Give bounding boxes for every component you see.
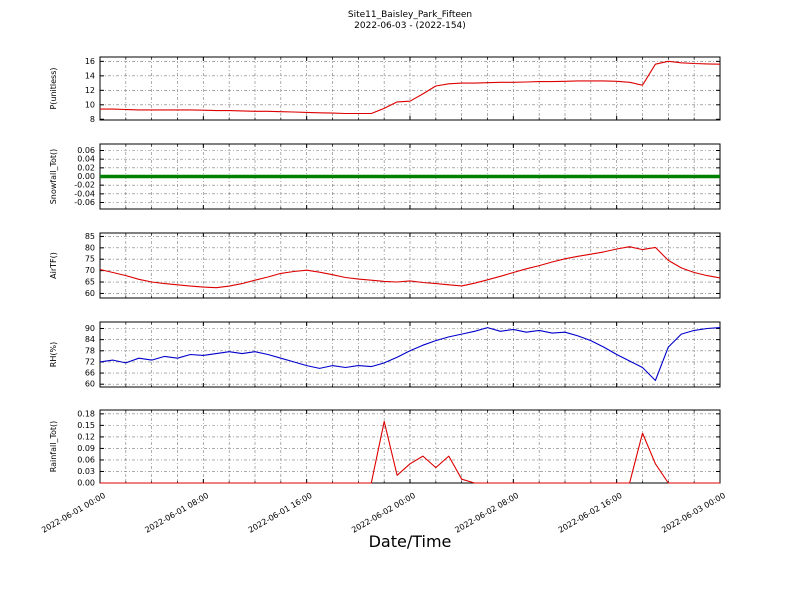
y-tick-label: 0.06 — [77, 146, 95, 155]
figure-subtitle: 2022-06-03 - (2022-154) — [354, 21, 466, 31]
subplot-airtf-ylabel: AirTF() — [49, 252, 58, 279]
x-tick-label: 2022-06-02 08:00 — [453, 491, 520, 535]
subplot-rh-ylabel: RH(%) — [49, 342, 58, 367]
y-tick-label: 70 — [85, 266, 95, 275]
subplot-rainfall-tot-line — [100, 420, 720, 484]
subplot-rainfall-tot: 0.00 0.03 0.06 0.09 0.12 0.15 0.18 Rainfall_Tot… — [40, 409, 727, 534]
subplot-airtf: 60 65 70 75 80 85 AirTF() — [49, 232, 721, 299]
y-tick-label: 72 — [85, 357, 95, 366]
y-tick-label: 60 — [85, 380, 95, 389]
subplot-p-unitless-line — [100, 60, 721, 115]
y-tick-label: 0.03 — [77, 467, 95, 476]
y-tick-label: 0.06 — [77, 455, 95, 464]
y-tick-label: 0.18 — [77, 409, 95, 418]
subplot-airtf-line — [99, 246, 721, 289]
y-tick-label: 85 — [85, 232, 95, 241]
x-tick-label: 2022-06-01 08:00 — [143, 491, 210, 535]
y-tick-label: 0.15 — [77, 421, 95, 430]
x-axis-title: Date/Time — [368, 532, 452, 551]
y-tick-label: 84 — [85, 335, 95, 344]
x-tick-label: 2022-06-01 00:00 — [40, 491, 107, 535]
subplot-p-unitless: 8 10 12 14 16 P(unitless) — [49, 56, 721, 124]
y-tick-label: -0.06 — [74, 198, 95, 207]
y-tick-label: 0.12 — [77, 432, 95, 441]
subplot-rh: 60 66 72 78 84 90 RH(%) — [49, 321, 721, 389]
x-tick-label: 2022-06-02 00:00 — [350, 491, 417, 535]
y-tick-label: 0.00 — [77, 479, 95, 488]
y-tick-label: 80 — [85, 243, 95, 252]
y-tick-label: 12 — [85, 86, 95, 95]
figure-title: Site11_Baisley_Park_Fifteen — [347, 10, 473, 20]
y-tick-label: 90 — [85, 324, 95, 333]
subplot-rainfall-tot-ylabel: Rainfall_Tot() — [49, 421, 58, 473]
x-tick-label: 2022-06-02 16:00 — [557, 491, 624, 535]
y-tick-label: 65 — [85, 278, 95, 287]
x-tick-label: 2022-06-01 16:00 — [247, 491, 314, 535]
y-tick-label: 16 — [85, 57, 95, 66]
subplot-rh-line — [99, 327, 721, 382]
y-tick-label: 0.04 — [77, 155, 95, 164]
subplot-p-unitless-ylabel: P(unitless) — [49, 67, 58, 109]
y-tick-label: 14 — [85, 71, 95, 80]
y-tick-label: 10 — [85, 100, 95, 109]
y-tick-label: 0.02 — [77, 163, 95, 172]
x-tick-label: 2022-06-03 00:00 — [660, 491, 727, 535]
subplot-snowfall-tot-ylabel: Snowfall_Tot() — [49, 149, 58, 205]
subplot-snowfall-tot: -0.06-0.04-0.020.000.020.040.06 Snowfall_… — [49, 143, 721, 210]
y-tick-label: 75 — [85, 255, 95, 264]
y-tick-label: -0.02 — [74, 181, 95, 190]
y-tick-label: 78 — [85, 346, 95, 355]
y-tick-label: 60 — [85, 289, 95, 298]
y-tick-label: -0.04 — [74, 189, 95, 198]
y-tick-label: 0.00 — [77, 172, 95, 181]
y-tick-label: 8 — [90, 115, 95, 124]
y-tick-label: 66 — [85, 369, 95, 378]
y-tick-label: 0.09 — [77, 444, 95, 453]
